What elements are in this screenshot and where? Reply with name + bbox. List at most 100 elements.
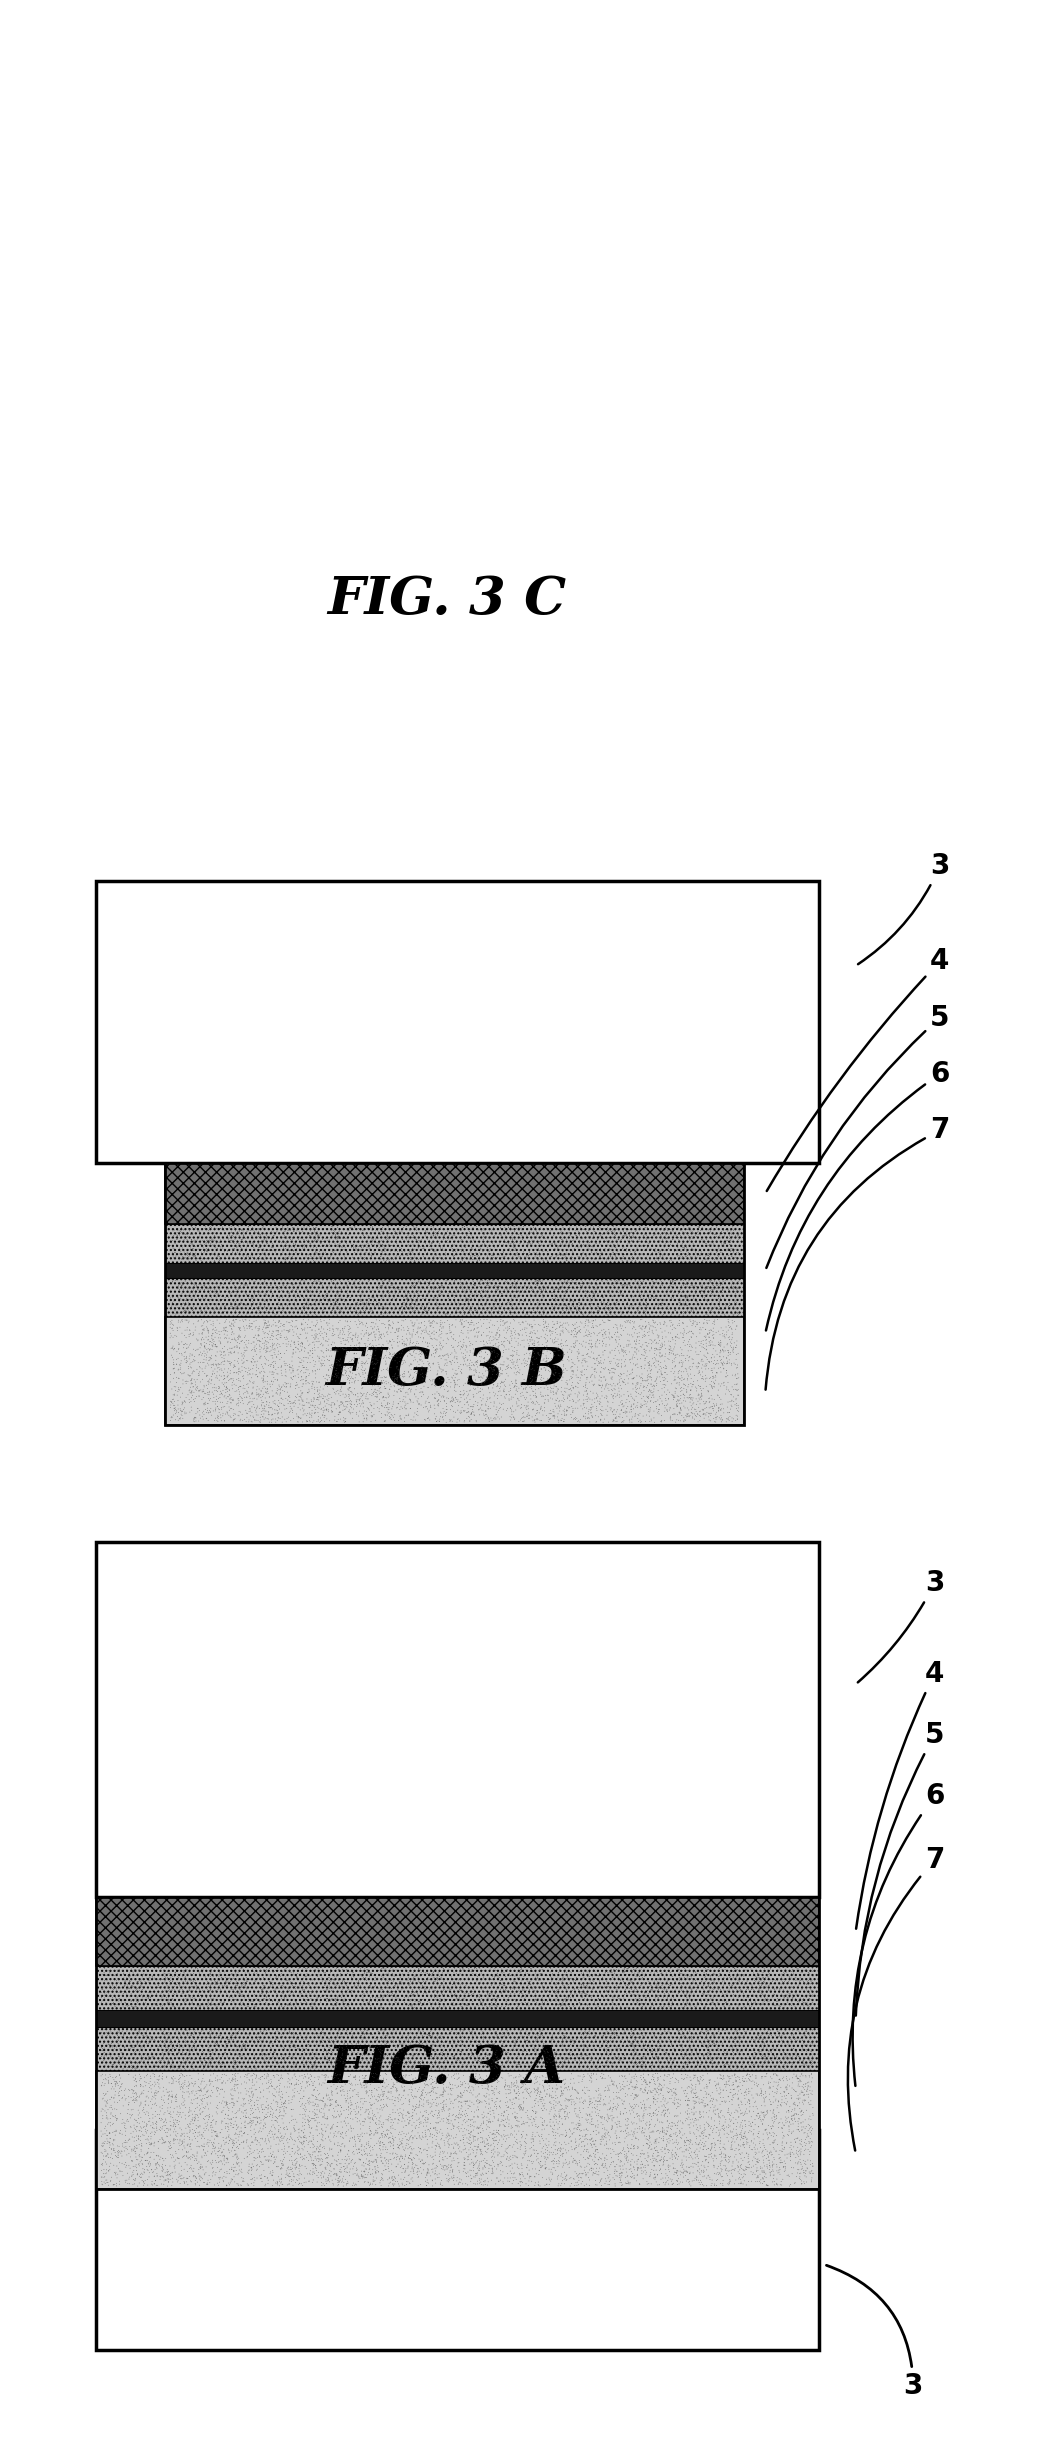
Point <box>573 370 590 409</box>
Point <box>462 294 479 333</box>
Point <box>554 1055 571 1094</box>
Point <box>667 335 684 375</box>
Point <box>714 428 731 468</box>
Point <box>187 1138 204 1177</box>
Point <box>670 304 687 343</box>
Point <box>591 1072 608 1111</box>
Point <box>170 377 187 416</box>
Point <box>251 453 268 492</box>
Point <box>247 1082 264 1121</box>
Point <box>569 330 586 370</box>
Point <box>737 318 754 357</box>
Point <box>657 1021 674 1060</box>
Point <box>536 1040 553 1080</box>
Point <box>114 257 131 296</box>
Point <box>798 333 815 372</box>
Point <box>192 1121 209 1160</box>
Point <box>611 441 628 480</box>
Point <box>183 1141 200 1180</box>
Point <box>550 279 567 318</box>
Point <box>377 323 394 362</box>
Point <box>478 345 495 384</box>
Point <box>310 1021 327 1060</box>
Point <box>588 259 605 299</box>
Point <box>356 257 373 296</box>
Point <box>181 316 198 355</box>
Point <box>685 296 702 335</box>
Point <box>665 1050 682 1089</box>
Point <box>173 1094 190 1133</box>
Point <box>517 345 534 384</box>
Point <box>224 1180 241 1219</box>
Point <box>543 446 560 485</box>
Point <box>509 1084 526 1124</box>
Point <box>712 1175 729 1214</box>
Point <box>550 250 567 289</box>
Point <box>254 375 271 414</box>
Point <box>201 1028 218 1067</box>
Point <box>296 1121 313 1160</box>
Point <box>756 282 773 321</box>
Point <box>234 1028 251 1067</box>
Point <box>662 1021 679 1060</box>
Point <box>507 330 524 370</box>
Point <box>513 1065 530 1104</box>
Point <box>409 1055 426 1094</box>
Point <box>340 264 357 304</box>
Point <box>535 348 552 387</box>
Point <box>699 1200 716 1239</box>
Point <box>499 274 516 313</box>
Point <box>514 1116 532 1155</box>
Point <box>521 375 538 414</box>
Point <box>357 1097 374 1136</box>
Point <box>169 289 186 328</box>
Point <box>378 1175 395 1214</box>
Point <box>319 247 336 286</box>
Point <box>419 372 436 411</box>
Point <box>735 284 752 323</box>
Point <box>162 286 179 326</box>
Point <box>632 326 649 365</box>
Point <box>731 450 748 490</box>
Point <box>539 279 556 318</box>
Point <box>692 289 709 328</box>
Point <box>644 377 661 416</box>
Point <box>687 441 704 480</box>
Point <box>208 1038 225 1077</box>
Point <box>328 335 345 375</box>
Point <box>712 1136 729 1175</box>
Point <box>725 343 742 382</box>
Point <box>176 446 193 485</box>
Point <box>647 1195 664 1234</box>
Point <box>738 242 755 282</box>
Point <box>438 323 455 362</box>
Point <box>500 1202 517 1241</box>
Point <box>251 1087 268 1126</box>
Point <box>693 1070 710 1109</box>
Point <box>193 1094 210 1133</box>
Point <box>504 1045 521 1084</box>
Point <box>528 1031 545 1070</box>
Point <box>613 1102 630 1141</box>
Point <box>273 1175 290 1214</box>
Point <box>145 306 162 345</box>
Point <box>569 1116 586 1155</box>
Point <box>790 428 807 468</box>
Point <box>489 431 506 470</box>
Point <box>523 306 540 345</box>
Point <box>612 255 629 294</box>
Point <box>274 1028 291 1067</box>
Point <box>485 1009 502 1048</box>
Point <box>203 338 220 377</box>
Point <box>513 1087 530 1126</box>
Point <box>505 350 522 389</box>
Point <box>453 1075 470 1114</box>
Point <box>728 1170 745 1209</box>
Point <box>158 335 175 375</box>
Point <box>475 350 492 389</box>
Point <box>416 387 433 426</box>
Point <box>655 269 672 308</box>
Point <box>661 306 678 345</box>
Point <box>161 345 178 384</box>
Point <box>518 1031 535 1070</box>
